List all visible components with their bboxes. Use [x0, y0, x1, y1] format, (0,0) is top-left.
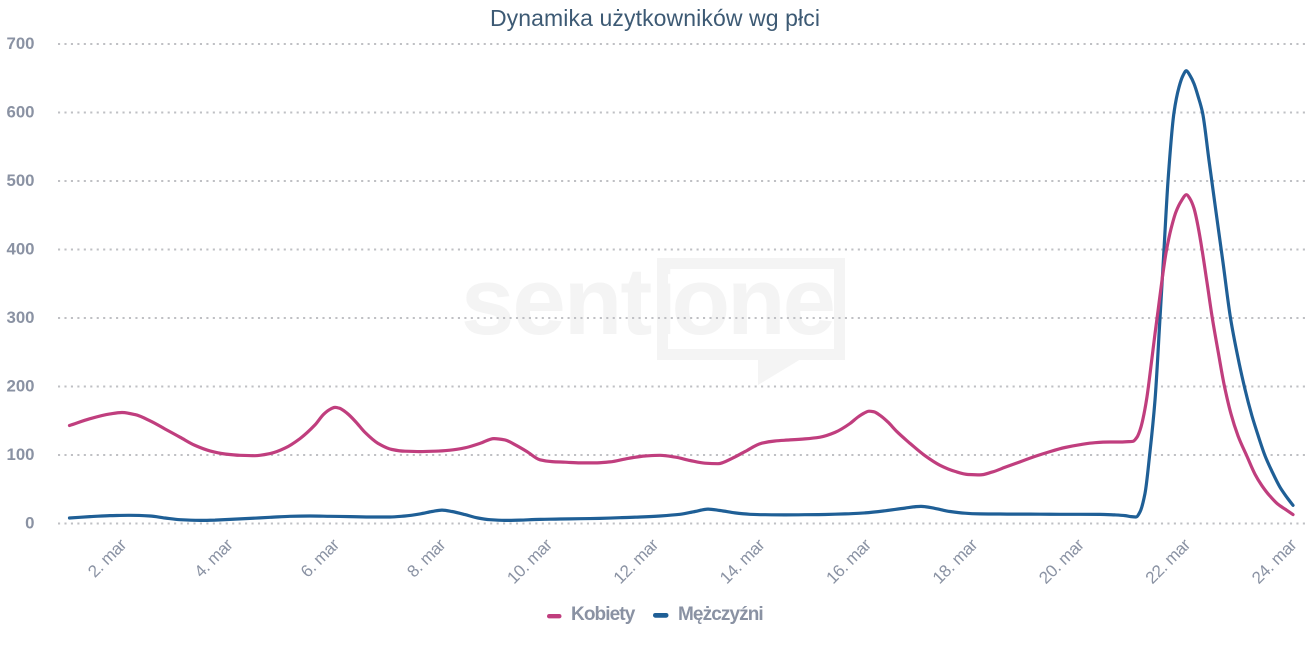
svg-text:0: 0 — [25, 514, 34, 533]
svg-text:senti: senti — [461, 248, 675, 355]
svg-text:300: 300 — [7, 308, 35, 327]
svg-text:Mężczyźni: Mężczyźni — [678, 604, 763, 625]
svg-text:100: 100 — [7, 445, 35, 464]
svg-text:200: 200 — [7, 377, 35, 396]
svg-text:600: 600 — [7, 103, 35, 122]
svg-text:400: 400 — [7, 240, 35, 259]
svg-text:500: 500 — [7, 171, 35, 190]
svg-text:Kobiety: Kobiety — [571, 604, 636, 625]
svg-text:700: 700 — [7, 34, 35, 53]
svg-text:Dynamika użytkowników wg płci: Dynamika użytkowników wg płci — [490, 5, 820, 31]
